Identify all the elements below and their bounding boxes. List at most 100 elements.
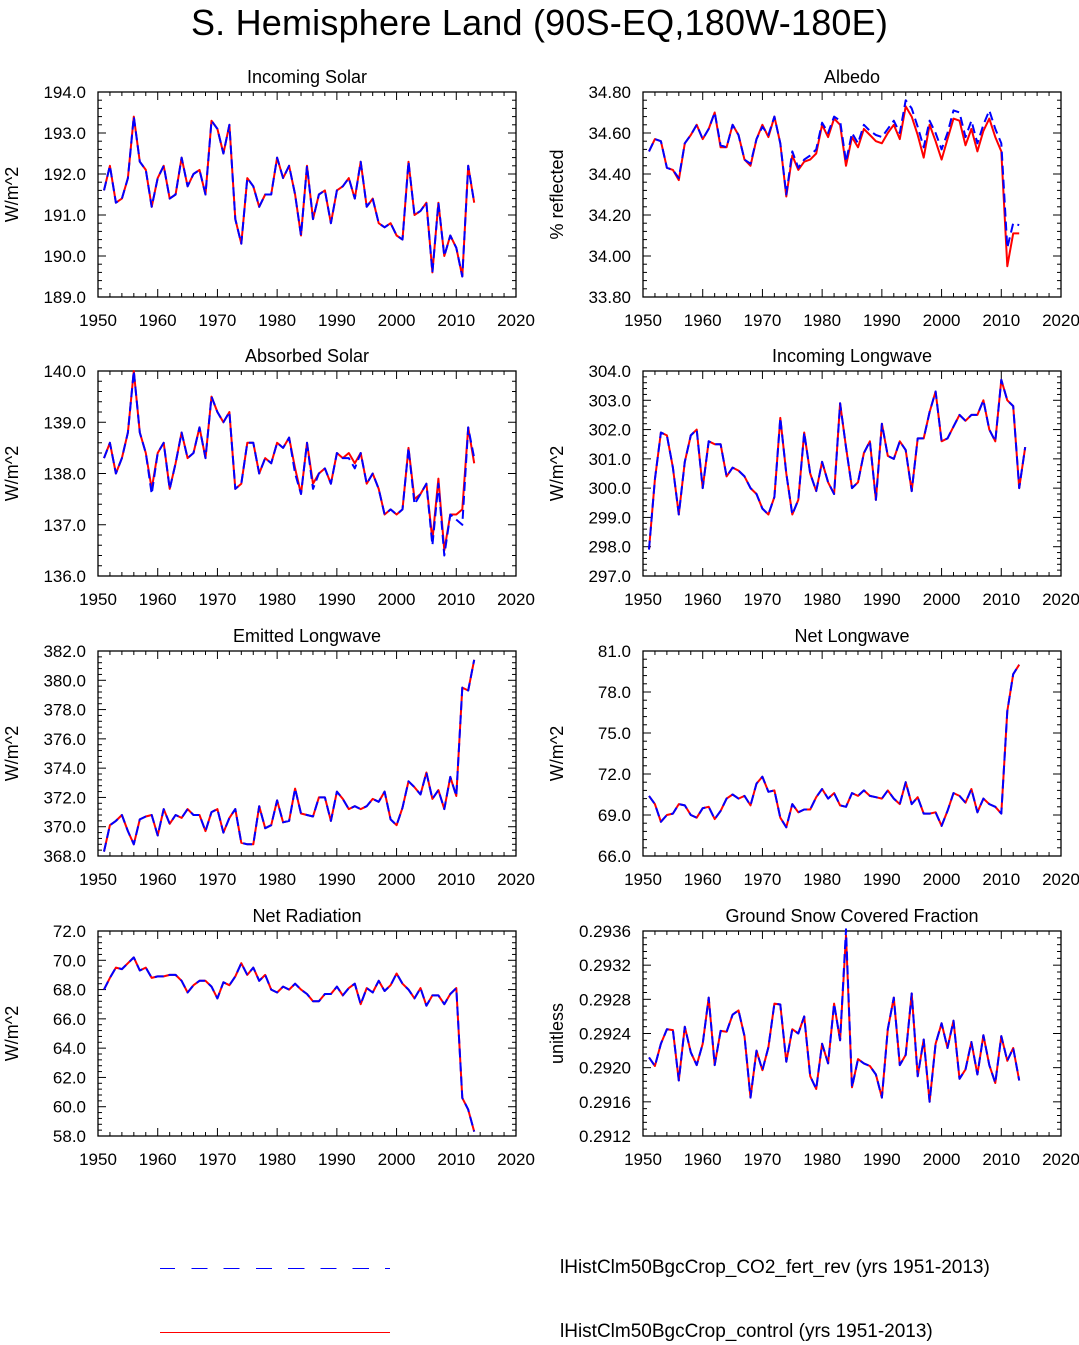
x-tick-label: 2000: [923, 311, 961, 330]
y-tick-label: 194.0: [43, 83, 86, 102]
y-tick-label: 58.0: [53, 1127, 86, 1146]
chart-absorbed-solar: Absorbed Solar W/m^2 1950 1960 1970 1980 1990 2…: [2, 346, 535, 609]
y-tick-label: 68.0: [53, 981, 86, 1000]
x-tick-label: 2020: [497, 1150, 535, 1169]
x-tick-label: 1990: [318, 870, 356, 889]
y-tick-label: 60.0: [53, 1098, 86, 1117]
y-axis-label: W/m^2: [2, 446, 22, 501]
x-tick-label: 2020: [497, 870, 535, 889]
x-tick-label: 2010: [982, 590, 1020, 609]
x-tick-label: 2020: [1042, 590, 1079, 609]
chart-albedo: Albedo % reflected 1950 1960 1970 1980 1990 200…: [547, 67, 1079, 330]
y-tick-label: 78.0: [598, 683, 631, 702]
y-axis-label: % reflected: [547, 149, 567, 239]
y-tick-label: 300.0: [588, 479, 631, 498]
y-tick-label: 139.0: [43, 413, 86, 432]
x-tick-label: 1950: [79, 590, 117, 609]
x-tick-label: 2000: [378, 1150, 416, 1169]
x-tick-label: 1970: [744, 311, 782, 330]
y-tick-label: 192.0: [43, 165, 86, 184]
y-tick-label: 81.0: [598, 642, 631, 661]
chart-title: Net Radiation: [252, 906, 361, 926]
y-tick-label: 137.0: [43, 516, 86, 535]
series-line-co2-fert: [103, 370, 476, 557]
chart-title: Incoming Solar: [247, 67, 367, 87]
y-axis-label: W/m^2: [547, 446, 567, 501]
y-axis-label: W/m^2: [547, 726, 567, 781]
series-line-co2-fert: [648, 664, 1021, 829]
plot-frame: [642, 650, 1062, 857]
x-tick-label: 2010: [982, 311, 1020, 330]
x-tick-label: 2010: [437, 590, 475, 609]
y-tick-label: 299.0: [588, 508, 631, 527]
y-tick-label: 0.2924: [579, 1025, 631, 1044]
chart-title: Absorbed Solar: [245, 346, 369, 366]
legend-swatch-dashed-blue: [160, 1268, 390, 1269]
x-tick-label: 2020: [1042, 311, 1079, 330]
chart-net-radiation: Net Radiation W/m^2 1950 1960 1970 1980 1990 20…: [2, 906, 535, 1169]
x-tick-label: 2010: [437, 311, 475, 330]
series-line-control: [103, 370, 476, 552]
y-tick-label: 302.0: [588, 421, 631, 440]
plot-frame: [97, 650, 517, 857]
y-tick-label: 136.0: [43, 567, 86, 586]
series-line-control: [103, 659, 476, 852]
series-line-control: [103, 115, 476, 278]
x-tick-label: 1970: [744, 870, 782, 889]
y-tick-label: 380.0: [43, 671, 86, 690]
x-tick-label: 1990: [863, 1150, 901, 1169]
series-line-co2-fert: [103, 956, 476, 1132]
chart-incoming-longwave: Incoming Longwave W/m^2 1950 1960 1970 1980 19…: [547, 346, 1079, 609]
y-tick-label: 62.0: [53, 1068, 86, 1087]
x-tick-label: 1960: [684, 590, 722, 609]
y-tick-label: 140.0: [43, 362, 86, 381]
chart-title: Ground Snow Covered Fraction: [725, 906, 978, 926]
y-tick-label: 0.2920: [579, 1059, 631, 1078]
x-tick-label: 1960: [139, 311, 177, 330]
x-tick-label: 1990: [863, 870, 901, 889]
series-line-co2-fert: [648, 928, 1021, 1103]
x-tick-label: 1980: [803, 1150, 841, 1169]
plot-frame: [642, 91, 1062, 298]
plot-frame: [642, 370, 1062, 577]
x-tick-label: 1980: [258, 590, 296, 609]
series-line-control: [648, 934, 1021, 1103]
chart-title: Emitted Longwave: [233, 626, 381, 646]
x-tick-label: 1960: [139, 1150, 177, 1169]
x-tick-label: 2000: [923, 590, 961, 609]
legend-label-control: lHistClm50BgcCrop_control (yrs 1951-2013…: [560, 1321, 933, 1342]
series-line-control: [648, 105, 1020, 268]
series-line-co2-fert: [103, 659, 476, 852]
x-tick-label: 1990: [318, 311, 356, 330]
x-tick-label: 1990: [863, 590, 901, 609]
y-tick-label: 303.0: [588, 391, 631, 410]
plot-frame: [642, 930, 1062, 1137]
x-tick-label: 1970: [744, 590, 782, 609]
y-tick-label: 190.0: [43, 247, 86, 266]
x-tick-label: 1950: [624, 311, 662, 330]
chart-title: Net Longwave: [794, 626, 909, 646]
y-tick-label: 0.2916: [579, 1093, 631, 1112]
x-tick-label: 1970: [199, 1150, 237, 1169]
x-tick-label: 2010: [437, 870, 475, 889]
x-tick-label: 2020: [1042, 1150, 1079, 1169]
y-tick-label: 0.2928: [579, 990, 631, 1009]
y-tick-label: 0.2932: [579, 956, 631, 975]
x-tick-label: 2000: [378, 590, 416, 609]
y-tick-label: 298.0: [588, 538, 631, 557]
y-tick-label: 193.0: [43, 124, 86, 143]
x-tick-label: 1950: [624, 590, 662, 609]
series-line-control: [103, 956, 476, 1132]
series-line-co2-fert: [648, 378, 1027, 550]
x-tick-label: 1960: [684, 311, 722, 330]
y-tick-label: 372.0: [43, 788, 86, 807]
y-tick-label: 70.0: [53, 951, 86, 970]
x-tick-label: 1980: [258, 1150, 296, 1169]
plot-frame: [97, 370, 517, 577]
y-axis-label: W/m^2: [2, 1006, 22, 1061]
x-tick-label: 1950: [79, 311, 117, 330]
y-tick-label: 189.0: [43, 288, 86, 307]
series-line-co2-fert: [648, 99, 1020, 249]
x-tick-label: 2020: [497, 590, 535, 609]
